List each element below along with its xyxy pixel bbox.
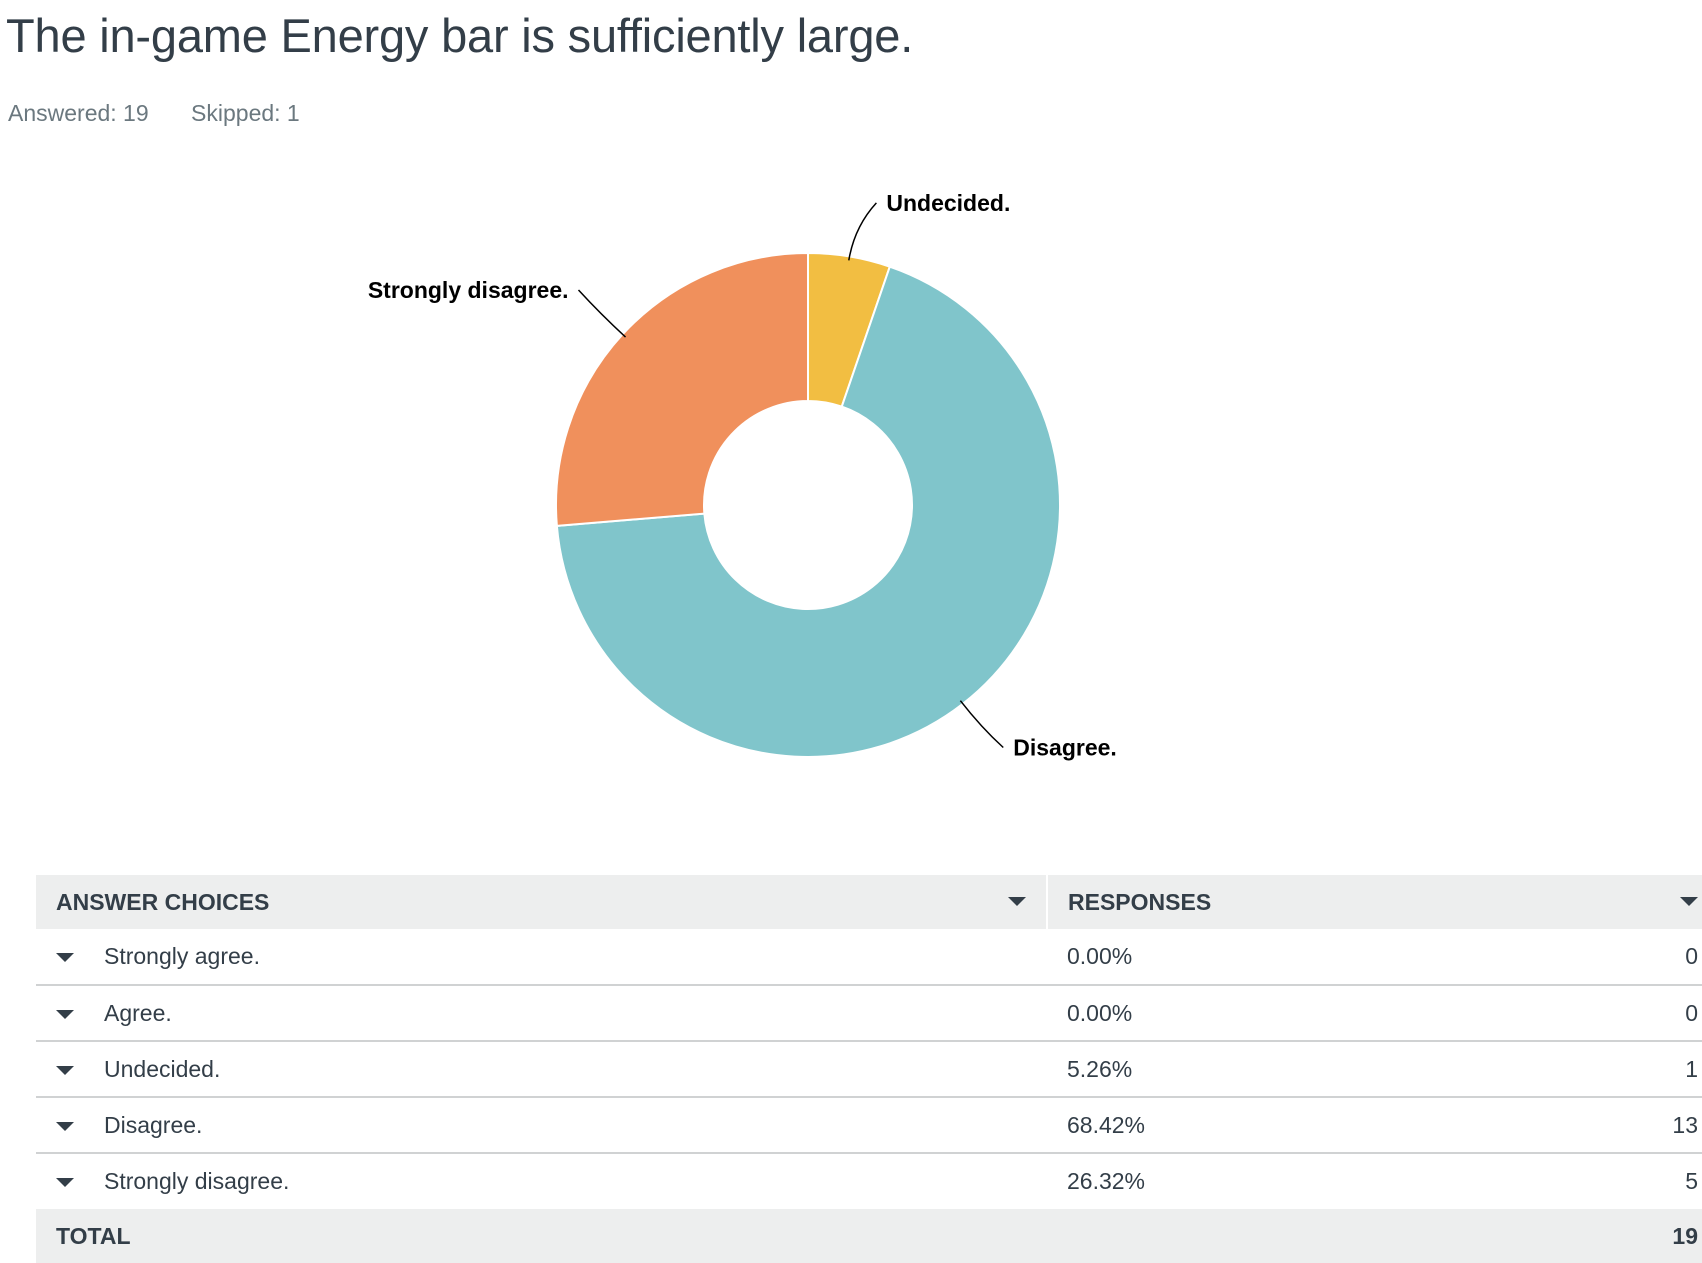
response-percent: 26.32%	[1067, 1168, 1146, 1194]
response-count: 5	[1685, 1168, 1698, 1194]
table-row: Agree. 0.00% 0	[36, 985, 1702, 1041]
total-label: TOTAL	[56, 1222, 131, 1249]
table-row: Undecided. 5.26% 1	[36, 1041, 1702, 1097]
leader-line	[959, 700, 1004, 749]
choice-label: Disagree.	[104, 1111, 203, 1138]
response-count: 13	[1672, 1111, 1698, 1138]
responses-header[interactable]: RESPONSES	[1047, 875, 1702, 929]
table-row: Strongly agree. 0.00% 0	[36, 929, 1702, 985]
choice-label: Undecided.	[104, 1055, 221, 1082]
response-stats: Answered: 19 Skipped: 1	[8, 100, 336, 127]
expand-caret-icon[interactable]	[56, 1065, 74, 1075]
total-value: 19	[1672, 1222, 1698, 1249]
total-row: TOTAL 19	[36, 1209, 1702, 1263]
response-percent: 68.42%	[1067, 1111, 1146, 1138]
table-header-row: ANSWER CHOICES RESPONSES	[36, 875, 1702, 929]
answered-count: Answered: 19	[8, 100, 149, 126]
expand-caret-icon[interactable]	[56, 1121, 74, 1131]
expand-caret-icon[interactable]	[56, 1009, 74, 1019]
slice-label: Disagree.	[1013, 734, 1117, 760]
skipped-count: Skipped: 1	[191, 100, 300, 126]
expand-caret-icon[interactable]	[56, 953, 74, 963]
question-title: The in-game Energy bar is sufficiently l…	[6, 9, 914, 62]
response-percent: 0.00%	[1067, 943, 1133, 969]
choice-label: Agree.	[104, 999, 172, 1026]
expand-caret-icon[interactable]	[56, 1178, 74, 1188]
sort-caret-icon[interactable]	[1008, 897, 1026, 906]
table-row: Disagree. 68.42% 13	[36, 1097, 1702, 1153]
responses-table: ANSWER CHOICES RESPONSES Strongly agree.…	[36, 875, 1702, 1263]
leader-line	[848, 202, 877, 261]
slice-disagree[interactable]	[555, 265, 1061, 758]
response-count: 1	[1685, 1055, 1698, 1082]
slice-label: Undecided.	[886, 190, 1010, 216]
choice-label: Strongly agree.	[104, 943, 260, 969]
response-count: 0	[1685, 943, 1698, 969]
donut-chart: Undecided. Disagree. Strongly disagree.	[368, 190, 1117, 761]
slice-label: Strongly disagree.	[368, 277, 569, 303]
slice-strongly-disagree[interactable]	[555, 251, 809, 527]
choice-label: Strongly disagree.	[104, 1168, 290, 1194]
answer-choices-header[interactable]: ANSWER CHOICES	[36, 875, 1048, 929]
leader-line	[577, 289, 627, 338]
response-percent: 5.26%	[1067, 1055, 1133, 1082]
response-count: 0	[1685, 999, 1698, 1026]
response-percent: 0.00%	[1067, 999, 1133, 1026]
sort-caret-icon[interactable]	[1680, 897, 1698, 906]
table-row: Strongly disagree. 26.32% 5	[36, 1153, 1702, 1209]
